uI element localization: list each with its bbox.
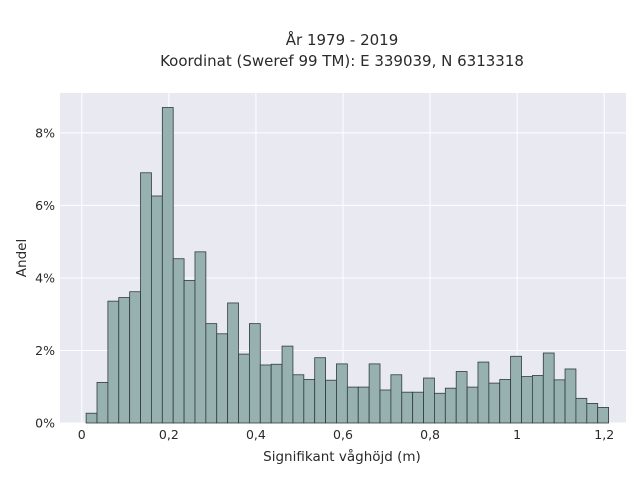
histogram-bar — [455, 371, 468, 424]
x-tick-label: 0,6 — [333, 427, 353, 442]
x-tick-label: 1,2 — [594, 427, 614, 442]
x-tick-label: 0 — [78, 427, 86, 442]
histogram-bar — [357, 386, 370, 424]
histogram-bar — [521, 376, 533, 424]
histogram-bar — [270, 363, 283, 424]
x-tick-label: 0,8 — [420, 427, 440, 442]
x-tick-label: 0,2 — [159, 427, 179, 442]
histogram-bar — [107, 300, 120, 424]
histogram-bar — [227, 302, 239, 424]
y-tick-label: 8% — [35, 125, 55, 140]
histogram-bar — [172, 258, 185, 424]
histogram-bar — [466, 386, 479, 424]
histogram-bar — [281, 345, 294, 424]
histogram-bars — [85, 107, 609, 424]
histogram-bar — [575, 397, 588, 424]
histogram-bar — [140, 172, 152, 424]
histogram-bar — [531, 375, 544, 424]
histogram-bar — [346, 386, 359, 424]
histogram-bar — [129, 291, 141, 424]
chart-title-line1: År 1979 - 2019 — [286, 30, 399, 49]
histogram-bar — [325, 379, 337, 424]
y-tick-label: 2% — [35, 343, 55, 358]
y-tick-label: 0% — [35, 416, 55, 431]
histogram-bar — [597, 407, 609, 424]
histogram-bar — [477, 361, 490, 424]
histogram-bar — [85, 412, 98, 424]
histogram-bar — [444, 387, 457, 424]
histogram-bar — [248, 323, 261, 424]
y-tick-label: 6% — [35, 198, 55, 213]
histogram-bar — [151, 195, 163, 424]
histogram-bar — [205, 323, 218, 424]
histogram-bar — [161, 107, 174, 424]
histogram-bar — [488, 382, 501, 424]
histogram-bar — [401, 391, 414, 424]
histogram-bar — [238, 353, 250, 424]
histogram-bar — [183, 280, 196, 424]
histogram-bar — [303, 379, 316, 424]
x-tick-label: 1 — [513, 427, 521, 442]
histogram-bar — [412, 391, 424, 424]
histogram-bar — [542, 352, 555, 424]
histogram-bar — [216, 333, 229, 424]
histogram-bar — [553, 379, 566, 424]
histogram-bar — [434, 392, 446, 424]
histogram-bar — [96, 381, 109, 424]
histogram-bar — [390, 374, 403, 424]
histogram-bar — [564, 368, 577, 424]
histogram-bar — [586, 403, 599, 424]
x-axis-label: Signifikant våghöjd (m) — [263, 448, 421, 465]
histogram-bar — [194, 251, 207, 424]
histogram-bar — [510, 355, 522, 424]
x-tick-label: 0,4 — [246, 427, 266, 442]
y-axis-label: Andel — [14, 239, 30, 277]
histogram-bar — [379, 389, 392, 424]
y-tick-label: 4% — [35, 270, 55, 285]
histogram-bar — [314, 357, 326, 424]
chart-title-line2: Koordinat (Sweref 99 TM): E 339039, N 63… — [160, 52, 524, 70]
histogram-bar — [423, 377, 435, 424]
y-axis-ticks: 0% 2% 4% 6% 8% — [35, 125, 55, 430]
x-axis-ticks: 0 0,2 0,4 0,6 0,8 1 1,2 — [78, 427, 614, 442]
histogram-bar — [259, 364, 272, 424]
histogram-bar — [499, 379, 512, 424]
histogram-bar — [292, 374, 305, 424]
histogram-bar — [118, 297, 131, 424]
histogram-bar — [336, 363, 348, 424]
histogram-bar — [368, 363, 381, 424]
